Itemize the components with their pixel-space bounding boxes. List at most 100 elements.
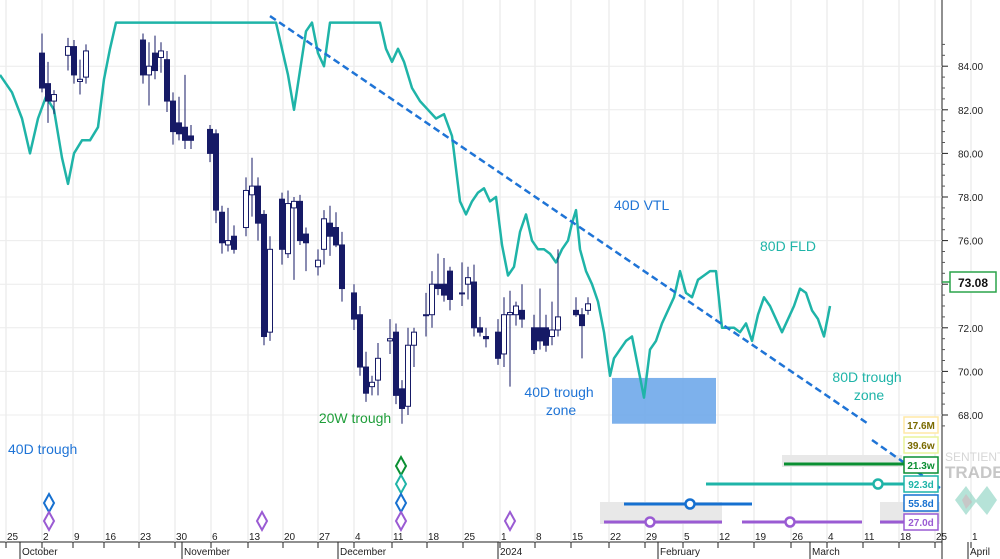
candle [351, 284, 357, 330]
candle-body [83, 50, 89, 78]
candle [267, 236, 273, 341]
cycle-bar-92d-marker [872, 478, 884, 490]
cycle-bar-27d-marker [644, 516, 656, 528]
cycle-trough-markers [42, 454, 517, 533]
candle [65, 37, 71, 71]
candle [279, 192, 285, 265]
annotation-80d-trough-zone-line: 80D trough [832, 369, 901, 385]
candle [441, 258, 447, 302]
candle-body [429, 283, 435, 316]
month-label: November [184, 547, 231, 558]
x-tick-label: 18 [900, 532, 912, 543]
candle [513, 301, 519, 326]
candle [375, 343, 381, 396]
y-tick-label: 68.00 [958, 411, 983, 422]
candle [243, 177, 249, 237]
diamond-marker-27d [42, 509, 56, 533]
candle-body [231, 235, 237, 250]
month-label: April [970, 547, 990, 558]
candle [291, 197, 297, 280]
annotation-40d-trough-zone-line: 40D trough [524, 384, 593, 400]
annotation-40d-trough-zone-line: zone [546, 402, 577, 418]
candle-body [303, 233, 309, 244]
diamond-marker-27d [503, 509, 517, 533]
candle [152, 35, 158, 80]
candle-body [279, 198, 285, 250]
candle [39, 33, 45, 93]
candle [579, 308, 585, 359]
x-tick-label: 27 [319, 532, 331, 543]
candle-body [188, 135, 194, 141]
cycle-bar-27d-marker [784, 516, 796, 528]
candle [51, 90, 57, 115]
candle [369, 375, 375, 396]
candle-body [333, 227, 339, 246]
annotation-40d-trough-zone: 40D trough zone [524, 384, 597, 418]
candle-body [140, 39, 146, 76]
candle-body [471, 281, 477, 329]
candle [164, 50, 170, 112]
x-tick-label: 16 [105, 532, 117, 543]
month-label: March [812, 547, 840, 558]
candle [429, 271, 435, 328]
x-tick-label: 12 [719, 532, 731, 543]
candle-body [573, 309, 579, 316]
candle [176, 96, 182, 141]
candles [39, 33, 591, 424]
last-price-label: 73.08 [958, 276, 988, 290]
candle-body [543, 327, 549, 346]
annotation-20w-trough: 20W trough [319, 410, 391, 426]
cycle-period-label: 92.3d [908, 480, 934, 491]
candle-body [39, 52, 45, 89]
cycle-period-label: 55.8d [908, 499, 934, 510]
x-tick-label: 5 [684, 532, 690, 543]
candle-body [477, 327, 483, 333]
candle-body [435, 283, 441, 290]
x-tick-label: 25 [936, 532, 948, 543]
candle-body [321, 218, 327, 250]
candle-body [351, 292, 357, 320]
y-tick-label: 82.00 [958, 106, 983, 117]
x-tick-label: 29 [646, 532, 658, 543]
candle-body [405, 344, 411, 407]
candle [447, 266, 453, 311]
cycle-period-box [903, 416, 939, 434]
y-tick-label: 84.00 [958, 62, 983, 73]
candle [405, 327, 411, 415]
x-tick-label: 25 [464, 532, 476, 543]
candle-body [441, 283, 447, 296]
candle-body [369, 381, 375, 388]
candle [207, 125, 213, 163]
month-label: December [340, 547, 387, 558]
candle [363, 351, 369, 402]
last-price-marker: 73.08 [942, 271, 997, 293]
x-tick-label: 4 [828, 532, 834, 543]
candle [261, 210, 267, 346]
annotation-80d-trough-zone-line: zone [854, 387, 885, 403]
y-tick-label: 78.00 [958, 193, 983, 204]
candle-body [357, 314, 363, 368]
cycle-period-box [903, 456, 939, 474]
annotation-40d-vtl: 40D VTL [614, 197, 669, 213]
candle [140, 33, 146, 84]
candle-body [243, 189, 249, 229]
candle [182, 74, 188, 150]
candle [555, 249, 561, 337]
cycle-period-label: 17.6M [907, 421, 935, 432]
x-tick-label: 26 [792, 532, 804, 543]
candle-body [585, 303, 591, 311]
candle [327, 205, 333, 256]
x-tick-label: 18 [428, 532, 440, 543]
candle [45, 61, 51, 123]
watermark-logo-shape-inner [962, 494, 972, 509]
candle-body [327, 222, 333, 237]
candle [483, 327, 489, 348]
month-label: October [22, 547, 58, 558]
x-tick-label: 8 [536, 532, 542, 543]
candle-body [219, 211, 225, 244]
candle [393, 323, 399, 405]
candle-body [363, 366, 369, 394]
candle-body [51, 94, 57, 102]
candle [71, 40, 77, 84]
